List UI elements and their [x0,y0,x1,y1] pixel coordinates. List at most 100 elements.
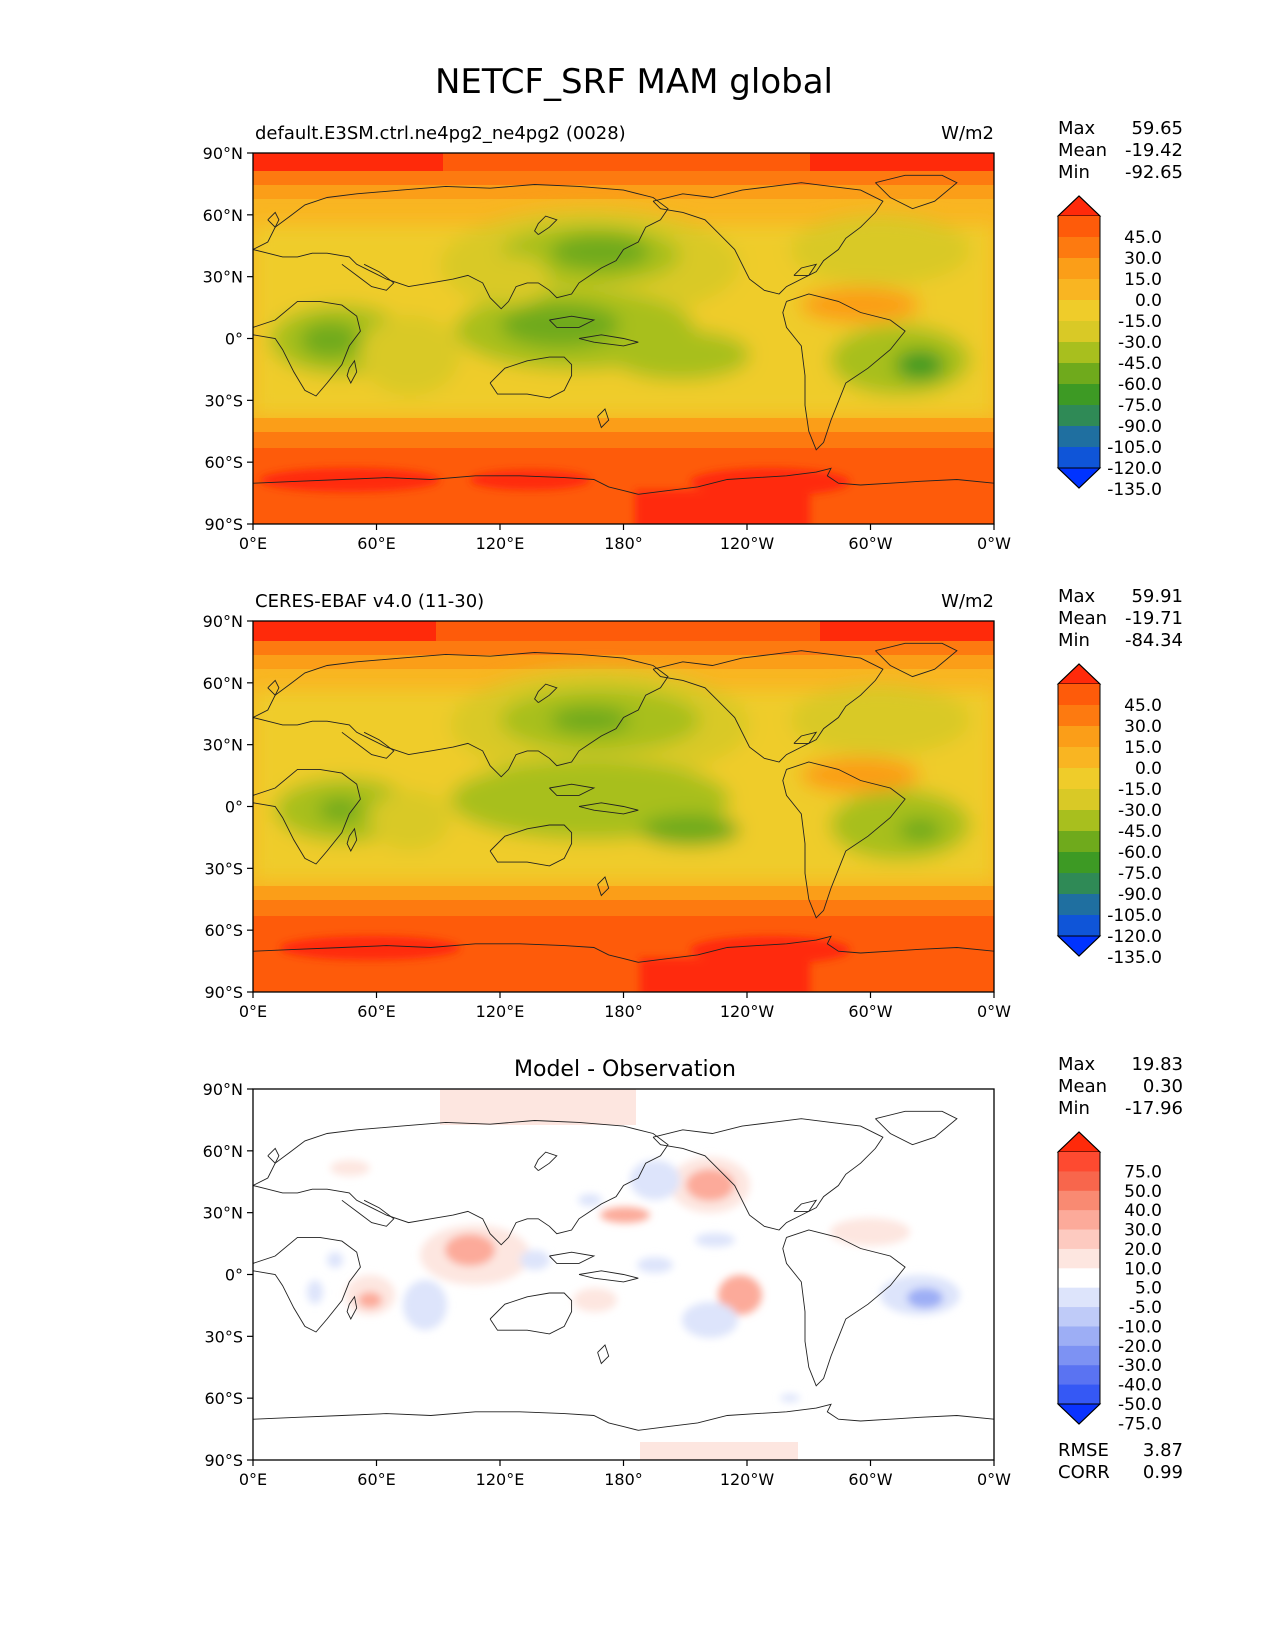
panel-model: default.E3SM.ctrl.ne4pg2_ne4pg2 (0028) W… [203,118,1183,553]
colorbar-level-label: 45.0 [1124,696,1162,716]
y-tick-label: 30°N [203,268,243,287]
colorbar-level-label: -105.0 [1107,906,1162,926]
colorbar-swatch [1058,237,1100,259]
colorbar-swatch [1058,873,1100,895]
y-tick-label: 60°N [203,1142,243,1161]
colorbar-swatch [1058,810,1100,832]
colorbar-level-label: -105.0 [1107,438,1162,458]
y-tick-label: 60°S [204,921,243,940]
stat-value: 19.83 [1131,1054,1183,1075]
colorbar-level-label: 0.0 [1135,759,1162,779]
colorbar-swatch [1058,789,1100,811]
colorbar-swatch [1058,1288,1100,1308]
stat-value: 0.30 [1143,1076,1183,1097]
colorbar-swatch [1058,216,1100,238]
figure-title: NETCF_SRF MAM global [435,62,833,102]
colorbar-extend-min [1058,1404,1100,1424]
colorbar-level-label: 15.0 [1124,738,1162,758]
colorbar-level-label: -120.0 [1107,927,1162,947]
x-tick-label: 120°E [476,534,525,553]
colorbar-level-label: -45.0 [1118,822,1162,842]
colorbar-level-label: -50.0 [1118,1395,1162,1415]
colorbar-swatch [1058,726,1100,748]
x-tick-label: 0°W [977,534,1011,553]
colorbar-level-label: -135.0 [1107,480,1162,500]
y-tick-label: 60°S [204,453,243,472]
stat-label: Max [1058,586,1096,607]
x-tick-label: 0°W [977,1002,1011,1021]
colorbar-level-label: 30.0 [1124,249,1162,269]
colorbar-level-label: 10.0 [1124,1259,1162,1279]
stat-value: 0.99 [1143,1462,1183,1483]
colorbar-level-label: -75.0 [1118,864,1162,884]
colorbar-swatch [1058,279,1100,301]
colorbar-swatch [1058,1191,1100,1211]
colorbar-swatch [1058,405,1100,427]
panel-stats: Max 19.83 Mean 0.30 Min -17.96 [1058,1054,1183,1119]
colorbar-swatch [1058,747,1100,769]
x-tick-label: 60°E [357,1002,395,1021]
colorbar-level-label: -15.0 [1118,312,1162,332]
x-tick-label: 60°W [848,1002,892,1021]
map-field [253,1089,994,1460]
panel-units: W/m2 [941,123,994,144]
colorbar-extend-max [1058,1132,1100,1152]
colorbar-level-label: 50.0 [1124,1182,1162,1202]
colorbar-level-label: -75.0 [1118,1414,1162,1434]
y-tick-label: 30°S [204,859,243,878]
colorbar-level-label: -30.0 [1118,1356,1162,1376]
colorbar-swatch [1058,258,1100,280]
y-tick-label: 30°S [204,1327,243,1346]
map-field [253,621,994,998]
colorbar-extend-min [1058,936,1100,956]
stat-value: -84.34 [1125,630,1183,651]
y-tick-label: 30°N [203,1204,243,1223]
colorbar-level-label: -20.0 [1118,1337,1162,1357]
colorbar-swatch [1058,1385,1100,1405]
colorbar-swatch [1058,831,1100,853]
panel-center-title: Model - Observation [514,1057,736,1082]
y-tick-label: 90°S [204,1451,243,1470]
colorbar-swatch [1058,1210,1100,1230]
colorbar-level-label: -135.0 [1107,948,1162,968]
colorbar-level-label: 30.0 [1124,1221,1162,1241]
y-tick-label: 0° [225,1266,243,1285]
x-tick-label: 120°W [720,1002,775,1021]
y-tick-label: 90°S [204,983,243,1002]
y-tick-label: 60°S [204,1389,243,1408]
colorbar-extend-max [1058,196,1100,216]
y-tick-label: 60°N [203,674,243,693]
colorbar-level-label: -40.0 [1118,1376,1162,1396]
x-tick-label: 180° [604,1470,643,1489]
colorbar-swatch [1058,894,1100,916]
x-tick-label: 0°E [239,1470,267,1489]
panel-stats: Max 59.65 Mean -19.42 Min -92.65 [1058,118,1183,183]
colorbar-level-label: -90.0 [1118,417,1162,437]
colorbar-level-label: 40.0 [1124,1201,1162,1221]
colorbar-level-label: -30.0 [1118,801,1162,821]
map-field [253,153,994,530]
stat-label: Mean [1058,608,1107,629]
colorbar-level-label: 15.0 [1124,270,1162,290]
stat-value: -17.96 [1125,1098,1183,1119]
panel-observation: CERES-EBAF v4.0 (11-30) W/m2 [203,586,1183,1021]
colorbar-level-label: -15.0 [1118,780,1162,800]
y-tick-label: 90°N [203,612,243,631]
colorbar-level-label: -30.0 [1118,333,1162,353]
x-tick-label: 180° [604,1002,643,1021]
colorbar: 75.050.040.030.020.010.05.0-5.0-10.0-20.… [1058,1132,1162,1434]
stat-label: Max [1058,118,1096,139]
x-tick-label: 120°E [476,1002,525,1021]
stat-label: Min [1058,162,1090,183]
colorbar-swatch [1058,1152,1100,1172]
colorbar-level-label: 30.0 [1124,717,1162,737]
y-tick-label: 30°S [204,391,243,410]
colorbar-level-label: -10.0 [1118,1317,1162,1337]
colorbar-swatch [1058,342,1100,364]
x-tick-label: 180° [604,534,643,553]
footer-stats: RMSE 3.87 CORR 0.99 [1058,1440,1183,1483]
colorbar-swatch [1058,1249,1100,1269]
colorbar-swatch [1058,1326,1100,1346]
panel-stats: Max 59.91 Mean -19.71 Min -84.34 [1058,586,1183,651]
colorbar-level-label: 75.0 [1124,1162,1162,1182]
